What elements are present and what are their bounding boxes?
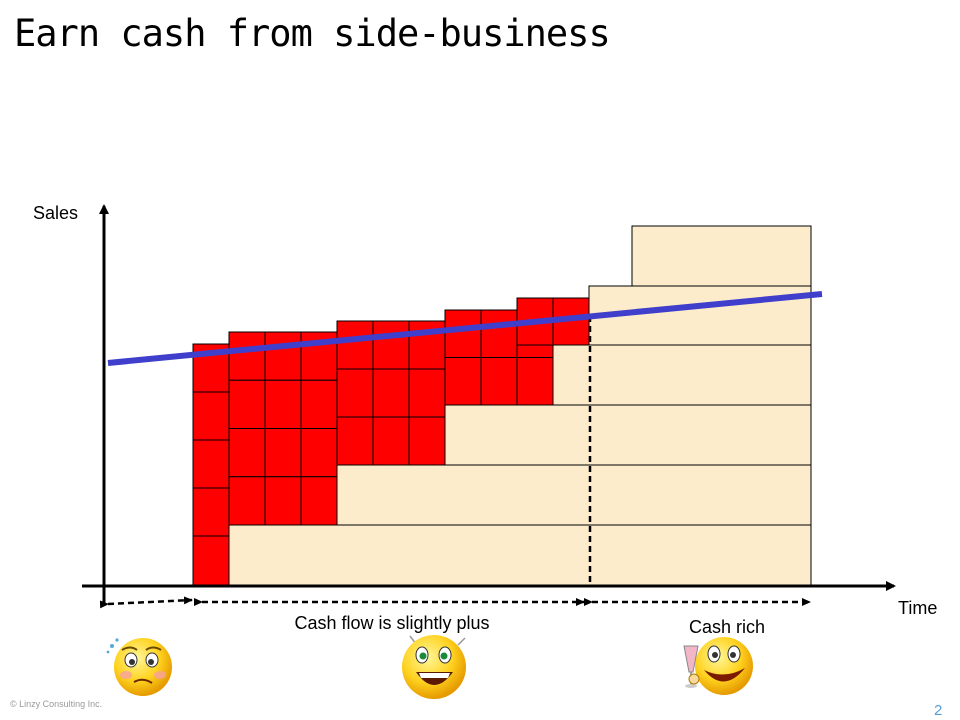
loss-block [192, 535, 230, 586]
worried-face-icon [106, 638, 172, 696]
loss-block [372, 320, 410, 370]
loss-block [192, 391, 230, 441]
profit-block [228, 524, 812, 586]
loss-block [372, 416, 410, 466]
loss-block [300, 476, 338, 526]
loss-block [192, 439, 230, 489]
trend-line [107, 291, 823, 366]
loss-block [444, 309, 482, 358]
profit-block [336, 464, 812, 526]
y-axis-label: Sales [33, 203, 78, 223]
loss-block [264, 428, 302, 478]
loss-block [516, 357, 554, 406]
phase-label-cash-rich: Cash rich [689, 617, 765, 637]
page-number: 2 [934, 702, 943, 719]
loss-block [228, 476, 266, 526]
loss-block [264, 379, 302, 429]
loss-block [336, 320, 374, 370]
copyright-text: © Linzy Consulting Inc. [10, 699, 103, 709]
loss-block [408, 368, 446, 418]
loss-block [336, 368, 374, 418]
excited-face-icon [402, 635, 466, 699]
x-axis-label: Time [898, 598, 937, 618]
loss-blocks [192, 297, 590, 586]
loss-block [444, 357, 482, 406]
celebrating-face-icon [683, 637, 753, 695]
loss-block [264, 331, 302, 381]
profit-block [516, 344, 812, 406]
page-title: Earn cash from side-business [14, 12, 611, 55]
profit-blocks [228, 225, 812, 586]
loss-block [228, 379, 266, 429]
profit-block [631, 225, 812, 287]
loss-block [228, 428, 266, 478]
loss-block [480, 357, 518, 406]
phase-label-slightly-plus: Cash flow is slightly plus [294, 613, 489, 633]
loss-block [228, 331, 266, 381]
loss-block [300, 379, 338, 429]
phase-arrow-start [99, 596, 193, 609]
loss-block [480, 309, 518, 358]
profit-block [444, 404, 812, 466]
loss-block [192, 487, 230, 537]
loss-block [336, 416, 374, 466]
loss-block [264, 476, 302, 526]
loss-block [372, 368, 410, 418]
loss-block [300, 428, 338, 478]
loss-block [408, 416, 446, 466]
